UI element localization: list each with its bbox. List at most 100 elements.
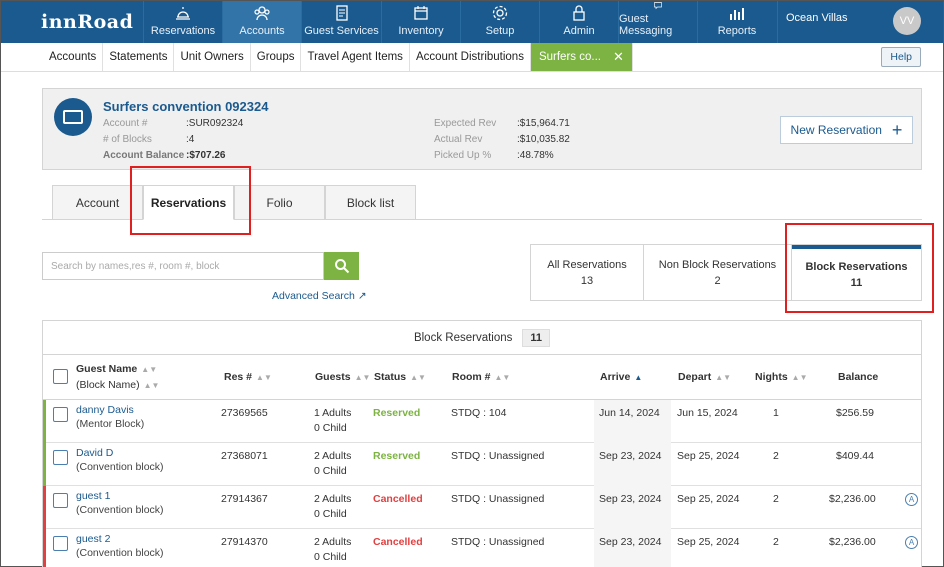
nav-reports[interactable]: Reports: [697, 1, 776, 43]
guest-name-link[interactable]: danny Davis: [76, 404, 134, 416]
sort-icon: ▲▼: [715, 373, 732, 382]
close-icon[interactable]: ✕: [612, 49, 624, 64]
subnav-accounts[interactable]: Accounts: [1, 43, 104, 71]
filter-label: Block Reservations: [805, 260, 908, 273]
subnav-account-distributions[interactable]: Account Distributions: [410, 43, 531, 71]
guest-name-link[interactable]: guest 1: [76, 490, 111, 502]
adults-count: 1 Adults: [314, 407, 352, 419]
select-all-checkbox[interactable]: [53, 369, 68, 384]
sort-icon: ▲▼: [143, 381, 160, 390]
actual-rev-label: Actual Rev: [434, 134, 483, 145]
header-status[interactable]: Status ▲▼: [374, 371, 426, 383]
filter-all-reservations[interactable]: All Reservations 13: [531, 245, 644, 300]
new-reservation-button[interactable]: New Reservation +: [780, 116, 913, 144]
tab-block-list[interactable]: Block list: [325, 185, 416, 220]
room-number: STDQ : Unassigned: [451, 493, 545, 505]
header-nights-label: Nights: [755, 371, 788, 383]
picked-up-label: Picked Up %: [434, 150, 492, 161]
row-checkbox[interactable]: [53, 493, 68, 508]
header-block-name[interactable]: (Block Name) ▲▼: [76, 379, 159, 391]
sort-icon: ▲▼: [141, 365, 158, 374]
advanced-search-link[interactable]: Advanced Search ↗: [272, 290, 367, 302]
subnav-travel-agent-items[interactable]: Travel Agent Items: [301, 43, 410, 71]
nav-label: Guest Messaging: [619, 13, 673, 37]
guest-name-link[interactable]: David D: [76, 447, 114, 459]
tab-reservations[interactable]: Reservations: [143, 185, 234, 220]
nav-accounts[interactable]: Accounts: [222, 1, 301, 43]
circle-a-icon[interactable]: A: [905, 493, 918, 506]
subnav-active-account-tab[interactable]: Surfers co... ✕: [530, 43, 633, 71]
filter-block-reservations[interactable]: Block Reservations 11: [792, 245, 921, 300]
room-number: STDQ : Unassigned: [451, 536, 545, 548]
header-depart[interactable]: Depart ▲▼: [678, 371, 731, 383]
header-depart-label: Depart: [678, 371, 712, 383]
header-guests[interactable]: Guests ▲▼: [315, 371, 370, 383]
table-row[interactable]: guest 1 (Convention block) 27914367 2 Ad…: [43, 486, 921, 529]
header-arrive[interactable]: Arrive ▲: [600, 371, 642, 383]
header-nights[interactable]: Nights ▲▼: [755, 371, 808, 383]
balance-amount: $409.44: [836, 450, 874, 462]
subnav-statements[interactable]: Statements: [103, 43, 175, 71]
property-name[interactable]: Ocean Villas: [786, 12, 848, 24]
table-row[interactable]: David D (Convention block) 27368071 2 Ad…: [43, 443, 921, 486]
table-row[interactable]: danny Davis (Mentor Block) 27369565 1 Ad…: [43, 400, 921, 443]
guest-name-link[interactable]: guest 2: [76, 533, 111, 545]
arrive-column-bg: [594, 486, 671, 529]
header-guest-name[interactable]: Guest Name ▲▼: [76, 363, 157, 375]
app-logo[interactable]: innRoad: [41, 11, 134, 33]
balance-row: Account Balance :$707.26: [103, 150, 225, 161]
search-input[interactable]: Search by names,res #, room #, block: [42, 252, 324, 280]
depart-date: Jun 15, 2024: [677, 407, 738, 419]
filter-count: 2: [714, 274, 721, 287]
nav-label: Reports: [717, 25, 757, 37]
adults-count: 2 Adults: [314, 493, 352, 505]
balance-amount: $2,236.00: [829, 493, 876, 505]
row-status-bar: [43, 443, 46, 486]
top-navbar: innRoad Reservations Accounts Guest Serv…: [1, 1, 943, 43]
nav-inventory[interactable]: Inventory: [381, 1, 460, 43]
accounts-icon: [254, 6, 270, 21]
plus-icon: +: [891, 120, 903, 140]
nights-count: 2: [773, 450, 779, 462]
lock-icon: [573, 5, 585, 21]
subnav-unit-owners[interactable]: Unit Owners: [174, 43, 251, 71]
block-name: (Convention block): [76, 461, 164, 473]
reservations-table: Block Reservations 11 Guest Name ▲▼ (Bloc…: [42, 320, 922, 567]
res-number: 27369565: [221, 407, 268, 419]
nights-count: 1: [773, 407, 779, 419]
header-res-number[interactable]: Res # ▲▼: [224, 371, 272, 383]
table-row[interactable]: guest 2 (Convention block) 27914370 2 Ad…: [43, 529, 921, 567]
nav-label: Inventory: [398, 25, 444, 37]
adults-count: 2 Adults: [314, 450, 352, 462]
tab-account[interactable]: Account: [52, 185, 143, 220]
subnav-groups[interactable]: Groups: [251, 43, 302, 71]
expected-rev-value: :$15,964.71: [517, 118, 570, 129]
help-button[interactable]: Help: [881, 47, 921, 67]
adults-count: 2 Adults: [314, 536, 352, 548]
header-block-label: (Block Name): [76, 379, 140, 391]
nav-guest-services[interactable]: Guest Services: [301, 1, 381, 43]
depart-date: Sep 25, 2024: [677, 536, 740, 548]
nav-admin[interactable]: Admin: [539, 1, 618, 43]
account-number-value: :SUR092324: [186, 118, 244, 129]
nav-reservations[interactable]: Reservations: [143, 1, 222, 43]
arrive-date: Sep 23, 2024: [599, 450, 662, 462]
reservation-filters: All Reservations 13 Non Block Reservatio…: [530, 244, 922, 301]
row-checkbox[interactable]: [53, 536, 68, 551]
row-checkbox[interactable]: [53, 450, 68, 465]
circle-a-icon[interactable]: A: [905, 536, 918, 549]
row-status-bar: [43, 486, 46, 529]
filter-non-block-reservations[interactable]: Non Block Reservations 2: [644, 245, 792, 300]
property-area: Ocean Villas VV: [777, 1, 943, 43]
sub-navbar: Accounts Statements Unit Owners Groups T…: [1, 43, 943, 72]
row-checkbox[interactable]: [53, 407, 68, 422]
nav-guest-messaging[interactable]: Guest Messaging: [618, 1, 697, 43]
table-caption: Block Reservations 11: [43, 321, 921, 355]
header-room[interactable]: Room # ▲▼: [452, 371, 510, 383]
search-button[interactable]: [324, 252, 359, 280]
avatar[interactable]: VV: [893, 7, 921, 35]
filter-count: 13: [580, 274, 594, 287]
nights-count: 2: [773, 536, 779, 548]
nav-setup[interactable]: Setup: [460, 1, 539, 43]
new-reservation-label: New Reservation: [790, 123, 882, 137]
